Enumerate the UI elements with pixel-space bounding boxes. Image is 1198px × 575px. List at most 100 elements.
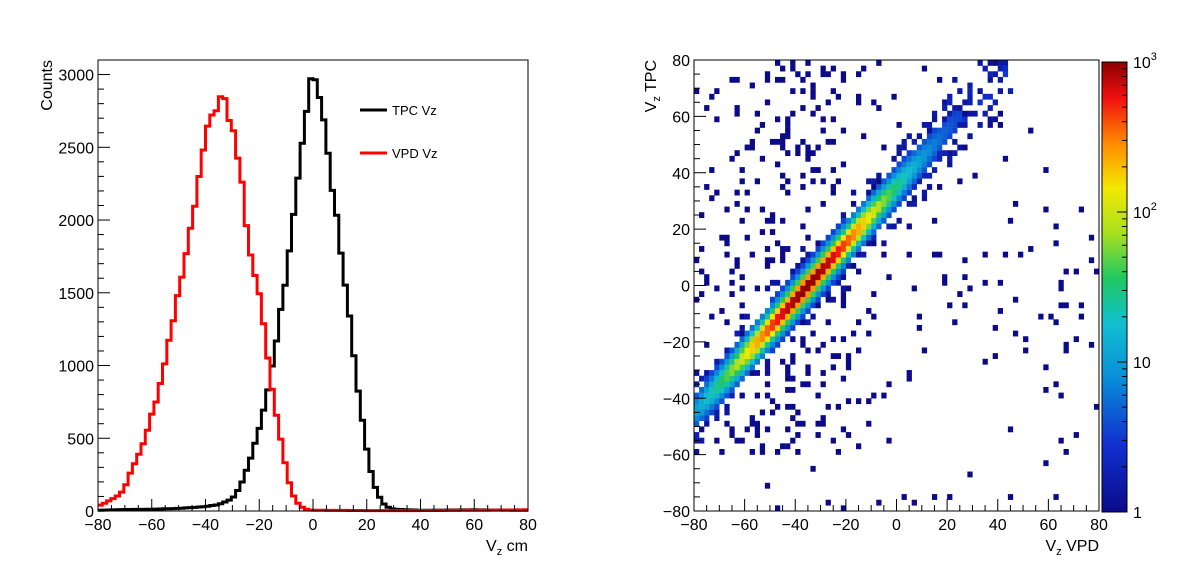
heatmap-cell — [1078, 302, 1085, 309]
heatmap-cell — [947, 494, 953, 500]
heatmap-cell — [780, 291, 786, 297]
heatmap-cell — [775, 319, 781, 326]
heatmap-cell — [764, 76, 771, 83]
heatmap-cell — [800, 138, 806, 145]
heatmap-cell — [947, 150, 953, 157]
heatmap-cell — [835, 240, 842, 247]
heatmap-cell — [744, 234, 750, 241]
heatmap-cell — [1073, 268, 1079, 275]
heatmap-cell — [825, 279, 831, 286]
heatmap-cell — [1023, 336, 1029, 343]
heatmap-cell — [1043, 364, 1049, 371]
heatmap-cell — [719, 308, 725, 314]
heatmap-cell — [785, 330, 791, 337]
heatmap-cell — [997, 65, 1004, 72]
heatmap-cell — [764, 324, 771, 331]
heatmap-cell — [734, 375, 740, 382]
heatmap-cell — [719, 358, 725, 365]
heatmap-cell — [891, 184, 897, 190]
heatmap-cell — [764, 330, 771, 337]
heatmap-cell — [785, 313, 791, 320]
heatmap-cell — [724, 251, 730, 258]
heatmap-cell — [1088, 341, 1095, 348]
colorbar-gradient — [1101, 61, 1128, 513]
heatmap-cell — [896, 195, 902, 202]
heatmap-cell — [997, 122, 1004, 128]
heatmap-cell — [724, 375, 730, 382]
heatmap-cell — [754, 392, 761, 399]
heatmap-cell — [734, 76, 740, 83]
heatmap-cell — [967, 93, 973, 100]
heatmap-cell — [719, 234, 725, 241]
heatmap-cell — [749, 420, 755, 427]
heatmap-cell — [729, 268, 735, 275]
heatmap-cell — [840, 71, 847, 78]
heatmap-cell — [850, 262, 857, 269]
histogram-y-tick-label: 0 — [85, 504, 94, 521]
heatmap-cell — [764, 341, 771, 348]
heatmap-cell — [785, 189, 791, 196]
heatmap-cell — [709, 370, 715, 376]
heatmap-cell — [775, 240, 781, 247]
heatmap-cell — [850, 330, 857, 337]
heatmap-cell — [957, 122, 963, 128]
histogram-x-ticks: −80 −60 −40 −20 0 20 40 60 80 — [84, 499, 537, 534]
heatmap-cell — [871, 313, 877, 320]
heatmap-cell — [805, 71, 811, 78]
heatmap-cell — [926, 172, 933, 179]
heatmap-cell — [881, 184, 887, 190]
heatmap-x-tick-label: 60 — [1039, 517, 1057, 534]
heatmap-cell — [1023, 347, 1029, 354]
histogram-y-ticks: 0 500 1000 1500 2000 2500 3000 — [58, 59, 110, 521]
heatmap-cell — [835, 262, 842, 269]
heatmap-cell — [967, 285, 973, 292]
heatmap-cell — [937, 155, 943, 162]
histogram-x-tick-label: 40 — [412, 517, 430, 534]
heatmap-cell — [775, 76, 781, 83]
heatmap-cell — [759, 155, 766, 162]
heatmap-cell — [997, 76, 1004, 83]
heatmap-cell — [856, 93, 862, 100]
heatmap-cell — [840, 251, 847, 258]
heatmap-cell — [724, 353, 730, 359]
heatmap-cell — [714, 392, 720, 399]
heatmap-cell — [856, 223, 862, 230]
heatmap-cell — [795, 319, 801, 326]
heatmap-cell — [866, 240, 872, 247]
heatmap-cell — [790, 358, 796, 365]
heatmap-cell — [815, 279, 821, 286]
heatmap-cell — [749, 415, 755, 421]
heatmap-cell — [876, 184, 882, 190]
heatmap-cell — [785, 116, 791, 123]
heatmap-cell — [1048, 313, 1054, 320]
heatmap-cell — [891, 189, 897, 196]
heatmap-cell — [840, 212, 847, 219]
heatmap-cell — [916, 150, 923, 157]
heatmap-cell — [845, 432, 852, 438]
heatmap-cell — [825, 251, 831, 258]
heatmap-cell — [759, 313, 766, 320]
heatmap-cell — [729, 358, 735, 365]
heatmap-cell — [972, 172, 978, 179]
heatmap-cell — [1073, 336, 1079, 343]
histogram-x-tick-label: −80 — [84, 517, 111, 534]
histogram-legend: TPC Vz VPD Vz — [360, 103, 438, 161]
heatmap-cell — [790, 313, 796, 320]
heatmap-cell — [896, 200, 902, 207]
heatmap-cell — [861, 200, 867, 207]
heatmap-cell — [759, 443, 766, 450]
heatmap-cell — [780, 313, 786, 320]
heatmap-cell — [709, 398, 715, 405]
heatmap-cell — [734, 353, 740, 359]
heatmap-cell — [911, 178, 917, 185]
heatmap-cell — [780, 336, 786, 343]
heatmap-cell — [785, 285, 791, 292]
heatmap-cell — [754, 426, 761, 433]
heatmap-cell — [942, 105, 948, 111]
heatmap-cell — [820, 279, 826, 286]
heatmap-cell — [840, 302, 847, 309]
heatmap-cell — [815, 291, 821, 297]
heatmap-cell — [714, 386, 720, 393]
heatmap-cell — [911, 285, 917, 292]
heatmap-cell — [734, 150, 740, 157]
